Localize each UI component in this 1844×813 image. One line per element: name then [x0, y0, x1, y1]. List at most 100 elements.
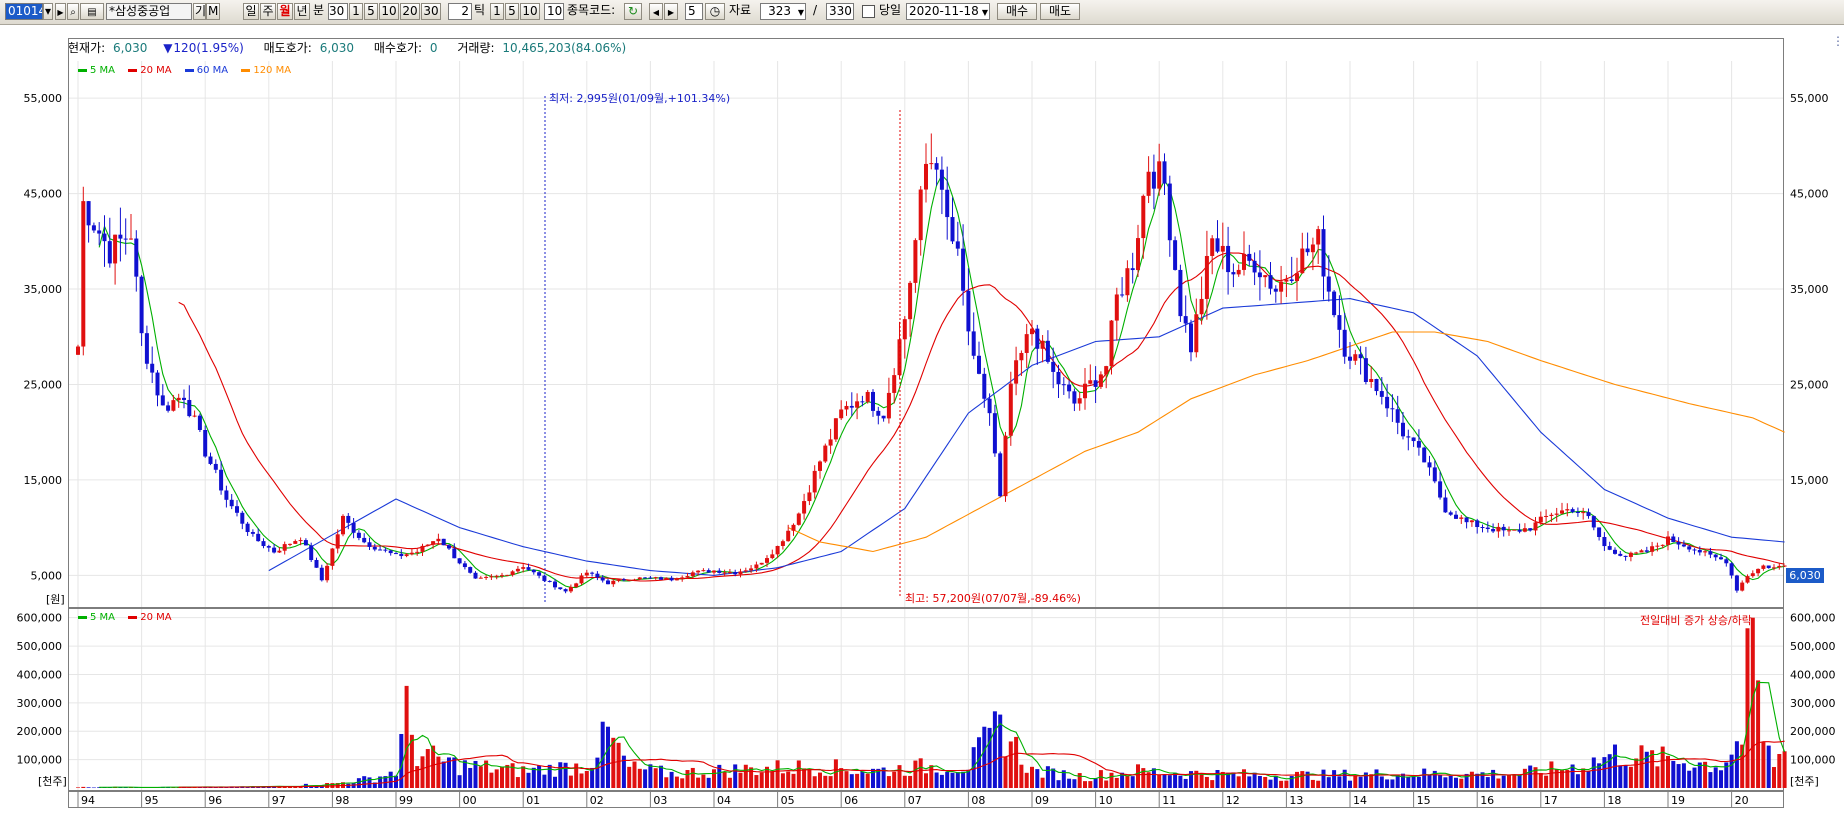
- volume-bar: [1252, 772, 1257, 788]
- volume-tick-label-right: 200,000: [1790, 725, 1836, 738]
- minute-1-button[interactable]: 1: [349, 3, 363, 20]
- candle-body: [1173, 240, 1178, 270]
- legend-ma120[interactable]: 120 MA: [241, 65, 291, 76]
- candle-body: [1750, 573, 1755, 577]
- tick-10-button[interactable]: 10: [520, 3, 540, 20]
- ma20-line: [178, 252, 1785, 582]
- volume-bar: [1724, 762, 1729, 788]
- search-button[interactable]: ⌕: [67, 3, 79, 20]
- candle-body: [955, 241, 960, 249]
- volume-bar: [1533, 767, 1538, 788]
- volume-bar: [1162, 774, 1167, 788]
- candle-body: [521, 567, 526, 569]
- stock-name-field[interactable]: *삼성중공업: [106, 3, 192, 20]
- legend-ma20[interactable]: 20 MA: [128, 65, 172, 76]
- year-tick-label: 06: [844, 794, 858, 807]
- volume-bar: [1056, 780, 1061, 788]
- volume-bar: [1454, 777, 1458, 788]
- volume-bar: [621, 755, 626, 788]
- year-tick-label: 14: [1353, 794, 1367, 807]
- candle-body: [1782, 565, 1787, 567]
- period-monthly-button[interactable]: 월: [277, 3, 293, 20]
- volume-bar: [1300, 771, 1305, 788]
- candle-body: [1215, 238, 1220, 252]
- btn-m[interactable]: M: [206, 3, 220, 20]
- code-dropdown-button[interactable]: ▾: [43, 3, 53, 20]
- volume-bar: [298, 786, 303, 788]
- candle-body: [1098, 374, 1103, 387]
- volume-bar: [765, 766, 769, 788]
- candle-body: [1756, 568, 1761, 574]
- candle-body: [1570, 509, 1575, 513]
- legend-ma60[interactable]: 60 MA: [184, 65, 228, 76]
- minute-30-button[interactable]: 30: [421, 3, 441, 20]
- clock-button[interactable]: ◷: [705, 3, 725, 20]
- volume-bar: [1581, 768, 1586, 788]
- tick-1-button[interactable]: 1: [490, 3, 504, 20]
- tick-5-button[interactable]: 5: [505, 3, 519, 20]
- minute-10-button[interactable]: 10: [379, 3, 399, 20]
- sell-button[interactable]: 매도: [1040, 3, 1080, 20]
- volume-bar: [807, 769, 812, 788]
- legend-price: 5 MA 20 MA 60 MA 120 MA: [78, 65, 291, 76]
- volume-bar: [1316, 780, 1321, 788]
- minute-input[interactable]: 30: [328, 3, 348, 20]
- next-button[interactable]: ▶: [664, 3, 678, 20]
- candle-body: [1777, 565, 1782, 568]
- legend-vol-ma5[interactable]: 5 MA: [78, 612, 115, 623]
- candle-body: [579, 575, 584, 584]
- refresh-button[interactable]: ↻: [624, 3, 642, 20]
- candle-body: [812, 470, 817, 493]
- volume-ma20-line: [178, 740, 1785, 788]
- candle-body: [1030, 328, 1034, 335]
- year-tick-label: 03: [653, 794, 667, 807]
- legend-ma5[interactable]: 5 MA: [78, 65, 115, 76]
- volume-bar: [515, 777, 520, 788]
- volume-bar: [701, 774, 706, 788]
- candle-body: [717, 570, 722, 573]
- news-button[interactable]: ▤: [80, 3, 104, 20]
- tick-input[interactable]: 2: [448, 3, 472, 20]
- prev-button[interactable]: ◀: [649, 3, 663, 20]
- same-day-checkbox[interactable]: [862, 5, 875, 18]
- candle-body: [1687, 546, 1692, 550]
- volume-bar: [542, 774, 547, 788]
- dropdown-arrow-icon: ▼: [797, 8, 804, 17]
- btn-gi[interactable]: 기: [193, 3, 206, 20]
- stock-code-input[interactable]: 010140: [5, 3, 43, 20]
- volume-bar: [1432, 770, 1437, 788]
- play-button[interactable]: ▶: [55, 3, 66, 20]
- volume-tick-label-left: 500,000: [17, 640, 63, 653]
- data-count-value: 323: [768, 4, 791, 18]
- volume-bar: [1030, 766, 1034, 788]
- candle-body: [1533, 522, 1538, 531]
- high-price-annotation: 최고: 57,200원(07/07월,-89.46%): [905, 592, 1081, 605]
- tick-count-input[interactable]: 10: [544, 3, 564, 20]
- candle-body: [1369, 379, 1374, 383]
- period-weekly-button[interactable]: 주: [260, 3, 276, 20]
- price-tick-label-right: 55,000: [1790, 92, 1829, 105]
- period-daily-button[interactable]: 일: [243, 3, 259, 20]
- count-input[interactable]: 5: [685, 3, 703, 20]
- candle-body: [1708, 551, 1713, 555]
- minute-20-button[interactable]: 20: [400, 3, 420, 20]
- panel-settings-icon[interactable]: ⋮⋮: [1832, 34, 1844, 48]
- candle-body: [1443, 497, 1448, 513]
- period-yearly-button[interactable]: 년: [294, 3, 310, 20]
- volume-bar: [1194, 770, 1199, 788]
- minute-5-button[interactable]: 5: [364, 3, 378, 20]
- current-price-badge: 6,030: [1786, 568, 1824, 583]
- data-count-select[interactable]: 323 ▼: [760, 3, 806, 20]
- date-select[interactable]: 2020-11-18 ▼: [906, 3, 990, 20]
- candle-body: [1416, 441, 1421, 448]
- volume-bar: [637, 768, 642, 788]
- volume-bar: [839, 768, 844, 788]
- legend-vol-ma20[interactable]: 20 MA: [128, 612, 172, 623]
- volume-bar: [1061, 770, 1066, 788]
- price-panel-frame: [68, 38, 1784, 608]
- candle-body: [1438, 481, 1443, 498]
- candle-body: [568, 586, 573, 592]
- volume-bar: [447, 757, 451, 788]
- buy-button[interactable]: 매수: [997, 3, 1037, 20]
